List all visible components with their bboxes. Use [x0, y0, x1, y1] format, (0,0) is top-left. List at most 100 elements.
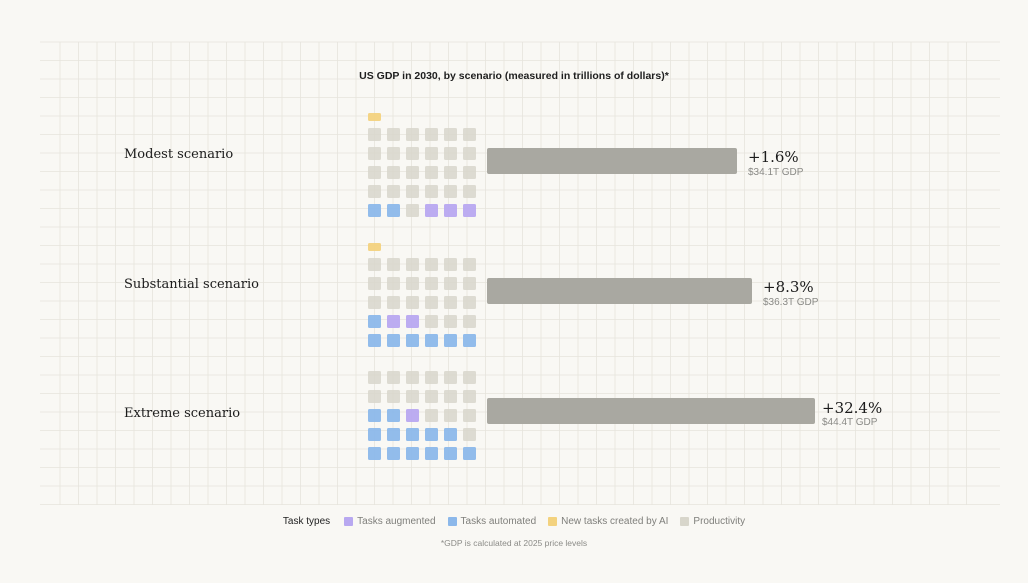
waffle-cell-prod [368, 258, 381, 271]
waffle-cell-prod [425, 258, 438, 271]
waffle-cell-aug [425, 204, 438, 217]
waffle-cell-auto [444, 447, 457, 460]
waffle-cell-auto [463, 447, 476, 460]
legend-label-automated: Tasks automated [460, 516, 537, 527]
waffle-cell-prod [444, 409, 457, 422]
waffle-cell-prod [387, 258, 400, 271]
chart-title: US GDP in 2030, by scenario (measured in… [359, 70, 669, 82]
waffle-cell-prod [444, 166, 457, 179]
waffle-cell-prod [387, 166, 400, 179]
waffle-cell-prod [387, 185, 400, 198]
waffle-cell-auto [425, 428, 438, 441]
waffle-cell-prod [406, 371, 419, 384]
bar-modest [487, 148, 737, 174]
waffle-cell-prod [406, 147, 419, 160]
waffle-cell-prod [425, 147, 438, 160]
legend-item-augmented: Tasks augmented [344, 516, 436, 527]
waffle-cell-prod [463, 185, 476, 198]
waffle-cell-prod [425, 166, 438, 179]
waffle-cell-aug [444, 204, 457, 217]
waffle-cell-prod [463, 428, 476, 441]
waffle-cell-aug [406, 409, 419, 422]
waffle-cell-prod [406, 166, 419, 179]
legend-item-new-tasks: New tasks created by AI [548, 516, 668, 527]
waffle-cell-prod [444, 315, 457, 328]
waffle-cell-prod [444, 258, 457, 271]
waffle-cell-prod [425, 315, 438, 328]
scenario-label-modest: Modest scenario [124, 147, 234, 162]
waffle-cell-aug [387, 315, 400, 328]
waffle-cell-auto [463, 334, 476, 347]
waffle-cell-prod [387, 371, 400, 384]
waffle-cell-prod [425, 296, 438, 309]
legend: Task types Tasks augmented Tasks automat… [0, 516, 1028, 527]
waffle-cell-prod [425, 128, 438, 141]
bar-substantial [487, 278, 752, 304]
waffle-cell-prod [406, 296, 419, 309]
waffle-cell-prod [387, 128, 400, 141]
waffle-cell-prod [463, 258, 476, 271]
waffle-cell-new [368, 113, 381, 121]
waffle-cell-aug [463, 204, 476, 217]
value-label-extreme: +32.4% [822, 399, 883, 417]
waffle-cell-prod [387, 147, 400, 160]
bar-extreme [487, 398, 815, 424]
waffle-cell-prod [444, 147, 457, 160]
waffle-cell-prod [406, 390, 419, 403]
waffle-cell-auto [444, 428, 457, 441]
waffle-cell-prod [444, 128, 457, 141]
waffle-cell-prod [368, 296, 381, 309]
scenario-label-extreme: Extreme scenario [124, 406, 241, 421]
waffle-cell-prod [387, 277, 400, 290]
waffle-cell-auto [444, 334, 457, 347]
waffle-cell-auto [387, 447, 400, 460]
waffle-cell-auto [368, 409, 381, 422]
legend-item-automated: Tasks automated [447, 516, 537, 527]
gdp-label-modest: $34.1T GDP [748, 167, 804, 178]
waffle-cell-auto [387, 204, 400, 217]
waffle-cell-prod [425, 277, 438, 290]
waffle-cell-prod [463, 315, 476, 328]
waffle-cell-auto [368, 334, 381, 347]
footnote: *GDP is calculated at 2025 price levels [440, 538, 588, 548]
waffle-cell-auto [406, 447, 419, 460]
waffle-cell-prod [387, 390, 400, 403]
waffle-cell-prod [425, 390, 438, 403]
waffle-cell-prod [406, 258, 419, 271]
waffle-cell-auto [406, 334, 419, 347]
waffle-cell-prod [444, 296, 457, 309]
waffle-cell-prod [368, 371, 381, 384]
waffle-cell-prod [368, 277, 381, 290]
waffle-cell-auto [368, 204, 381, 217]
legend-label-productivity: Productivity [693, 516, 746, 527]
waffle-cell-prod [406, 204, 419, 217]
gdp-label-substantial: $36.3T GDP [763, 297, 819, 308]
legend-label-new-tasks: New tasks created by AI [561, 516, 669, 527]
waffle-cell-prod [444, 277, 457, 290]
waffle-cell-auto [368, 447, 381, 460]
waffle-cell-aug [406, 315, 419, 328]
waffle-cell-prod [463, 296, 476, 309]
legend-swatch-new-tasks [548, 517, 558, 526]
waffle-cell-prod [368, 166, 381, 179]
waffle-cell-prod [425, 185, 438, 198]
waffle-cell-prod [463, 277, 476, 290]
legend-swatch-automated [447, 517, 457, 526]
value-label-modest: +1.6% [748, 148, 799, 166]
legend-swatch-augmented [344, 517, 354, 526]
waffle-cell-prod [463, 371, 476, 384]
scenario-label-substantial: Substantial scenario [124, 277, 260, 292]
waffle-cell-prod [406, 185, 419, 198]
waffle-cell-auto [368, 315, 381, 328]
waffle-cell-prod [406, 277, 419, 290]
waffle-cell-auto [368, 428, 381, 441]
legend-item-productivity: Productivity [680, 516, 745, 527]
waffle-cell-prod [444, 390, 457, 403]
legend-title: Task types [282, 516, 331, 527]
waffle-cell-prod [368, 390, 381, 403]
waffle-cell-prod [406, 128, 419, 141]
waffle-cell-prod [444, 371, 457, 384]
waffle-cell-prod [368, 128, 381, 141]
waffle-cell-prod [425, 409, 438, 422]
